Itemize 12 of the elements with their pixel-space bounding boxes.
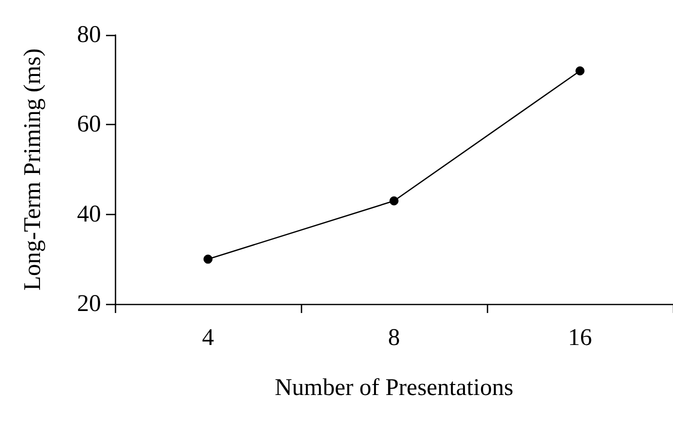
- x-axis-title: Number of Presentations: [274, 375, 514, 401]
- x-tick-label: 16: [568, 325, 592, 351]
- x-tick-label: 4: [202, 325, 214, 351]
- point: [390, 196, 398, 206]
- y-tick-label: 40: [77, 201, 101, 228]
- y-axis-title: Long-Term Priming (ms): [20, 48, 46, 291]
- y-tick-label: 20: [77, 291, 101, 317]
- y-tick-label: 60: [77, 112, 101, 138]
- point: [576, 66, 584, 76]
- x-tick-label: 8: [388, 325, 400, 351]
- y-tick-label: 80: [77, 22, 101, 48]
- point: [204, 254, 212, 264]
